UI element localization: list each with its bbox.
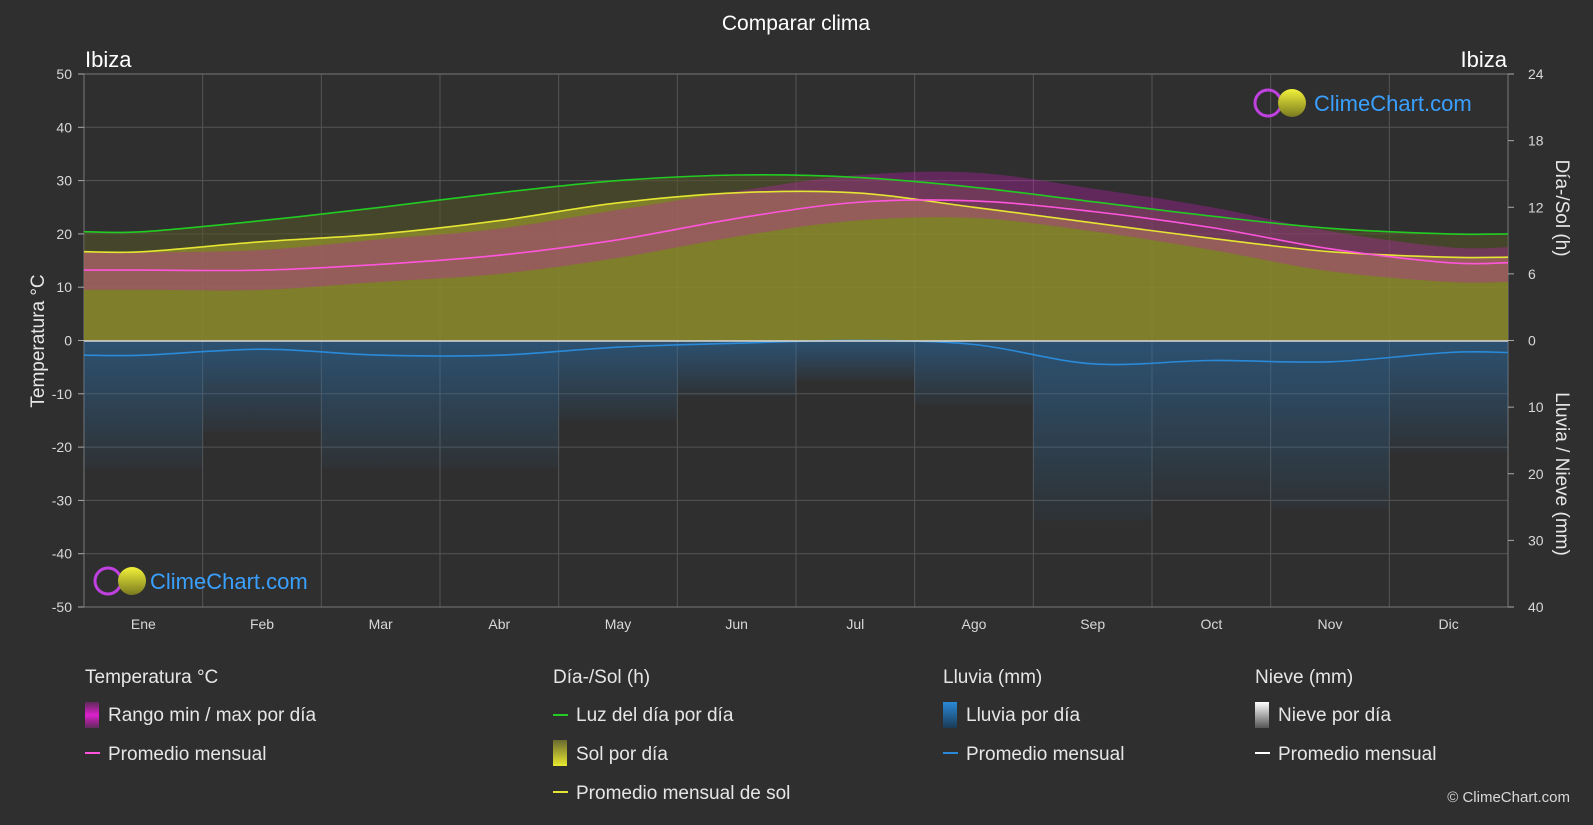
- right-tick-label: 40: [1528, 599, 1544, 615]
- right-tick-label: 24: [1528, 66, 1544, 82]
- logo-sun-icon: [118, 567, 146, 595]
- left-tick-label: -40: [52, 546, 72, 562]
- month-label: Jun: [725, 616, 748, 632]
- month-label: Nov: [1318, 616, 1343, 632]
- location-right: Ibiza: [1461, 47, 1508, 72]
- legend-title: Temperatura °C: [85, 667, 218, 688]
- legend: Temperatura °C Rango min / max por día P…: [85, 667, 1436, 804]
- right-tick-label: 30: [1528, 532, 1544, 548]
- brand-name: ClimeChart.com: [1314, 91, 1472, 116]
- rain-bar: [1270, 340, 1390, 509]
- rain-area: [84, 340, 1508, 521]
- left-tick-label: -20: [52, 439, 72, 455]
- rain-bar: [914, 340, 1034, 405]
- right-axis-label-bottom: Lluvia / Nieve (mm): [1551, 392, 1572, 556]
- left-tick-label: 30: [56, 173, 72, 189]
- logo-sun-icon: [1278, 89, 1306, 117]
- rain-bar: [1389, 340, 1508, 453]
- copyright[interactable]: © ClimeChart.com: [1447, 789, 1570, 806]
- series-lines: [84, 174, 1508, 366]
- brand-logo-bottom[interactable]: ClimeChart.com: [93, 566, 308, 596]
- rain-bar: [677, 340, 796, 397]
- legend-group-temperature: Temperatura °C Rango min / max por día P…: [85, 667, 316, 765]
- legend-title: Nieve (mm): [1255, 667, 1353, 688]
- legend-label: Promedio mensual: [108, 744, 266, 765]
- logo-ring-icon: [1253, 88, 1283, 118]
- legend-title: Lluvia (mm): [943, 667, 1042, 688]
- right-tick-label: 10: [1528, 399, 1544, 415]
- month-label: Oct: [1200, 616, 1222, 632]
- legend-title: Día-/Sol (h): [553, 667, 650, 688]
- rain-bar: [1033, 340, 1152, 521]
- temp-average-line: [84, 199, 1508, 272]
- month-label: Mar: [369, 616, 393, 632]
- left-tick-label: -10: [52, 386, 72, 402]
- legend-group-snow: Nieve (mm) Nieve por día Promedio mensua…: [1255, 667, 1436, 765]
- rain-bar: [440, 340, 559, 469]
- rain-bar: [796, 340, 915, 381]
- left-tick-label: 50: [56, 66, 72, 82]
- legend-label: Promedio mensual de sol: [576, 783, 790, 804]
- month-label: Sep: [1080, 616, 1105, 632]
- legend-group-rain: Lluvia (mm) Lluvia por día Promedio mens…: [943, 667, 1124, 765]
- sun-average-line: [84, 190, 1508, 259]
- legend-label: Luz del día por día: [576, 705, 734, 726]
- location-left: Ibiza: [85, 47, 132, 72]
- month-label: Ene: [131, 616, 156, 632]
- rain-bar: [202, 340, 322, 433]
- right-tick-label: 20: [1528, 466, 1544, 482]
- brand-logo-top[interactable]: ClimeChart.com: [1253, 88, 1472, 118]
- left-axis-ticks: 50 40 30 20 10 0 -10 -20 -30 -40 -50: [52, 66, 84, 615]
- month-label: May: [605, 616, 631, 632]
- right-tick-label: 0: [1528, 333, 1536, 349]
- left-tick-label: 10: [56, 279, 72, 295]
- legend-label: Lluvia por día: [966, 705, 1081, 726]
- left-tick-label: 0: [64, 333, 72, 349]
- rain-bar: [321, 340, 440, 469]
- legend-swatch-rain-range: [943, 702, 957, 728]
- chart-title: Comparar clima: [722, 12, 871, 35]
- right-tick-label: 12: [1528, 199, 1544, 215]
- left-tick-label: 40: [56, 119, 72, 135]
- rain-bar: [558, 340, 678, 421]
- left-tick-label: -30: [52, 492, 72, 508]
- daylight-gap-fill: [84, 174, 1508, 258]
- month-label: Dic: [1439, 616, 1459, 632]
- legend-swatch-temp-range: [85, 702, 99, 728]
- left-axis-label: Temperatura °C: [28, 274, 49, 407]
- month-label: Jul: [846, 616, 864, 632]
- legend-group-sun: Día-/Sol (h) Luz del día por día Sol por…: [553, 667, 790, 804]
- daylight-line: [84, 174, 1508, 236]
- left-tick-label: 20: [56, 226, 72, 242]
- right-tick-label: 6: [1528, 266, 1536, 282]
- logo-ring-icon: [93, 566, 123, 596]
- month-label: Ago: [962, 616, 987, 632]
- month-label: Feb: [250, 616, 274, 632]
- legend-label: Promedio mensual: [1278, 744, 1436, 765]
- x-axis-ticks: Ene Feb Mar Abr May Jun Jul Ago Sep Oct Nov Dic: [131, 616, 1459, 632]
- legend-label: Sol por día: [576, 744, 668, 765]
- legend-label: Nieve por día: [1278, 705, 1391, 726]
- brand-name: ClimeChart.com: [150, 569, 308, 594]
- left-tick-label: -50: [52, 599, 72, 615]
- legend-swatch-sun-range: [553, 740, 567, 766]
- legend-label: Rango min / max por día: [108, 705, 316, 726]
- right-axis-ticks: 24 18 12 6 0 10 20 30 40: [1508, 66, 1544, 615]
- right-axis-label-top: Día-/Sol (h): [1551, 159, 1572, 256]
- month-label: Abr: [488, 616, 510, 632]
- legend-swatch-snow-range: [1255, 702, 1269, 728]
- legend-label: Promedio mensual: [966, 744, 1124, 765]
- right-tick-label: 18: [1528, 133, 1544, 149]
- rain-bar: [1152, 340, 1271, 501]
- rain-bar: [84, 340, 203, 469]
